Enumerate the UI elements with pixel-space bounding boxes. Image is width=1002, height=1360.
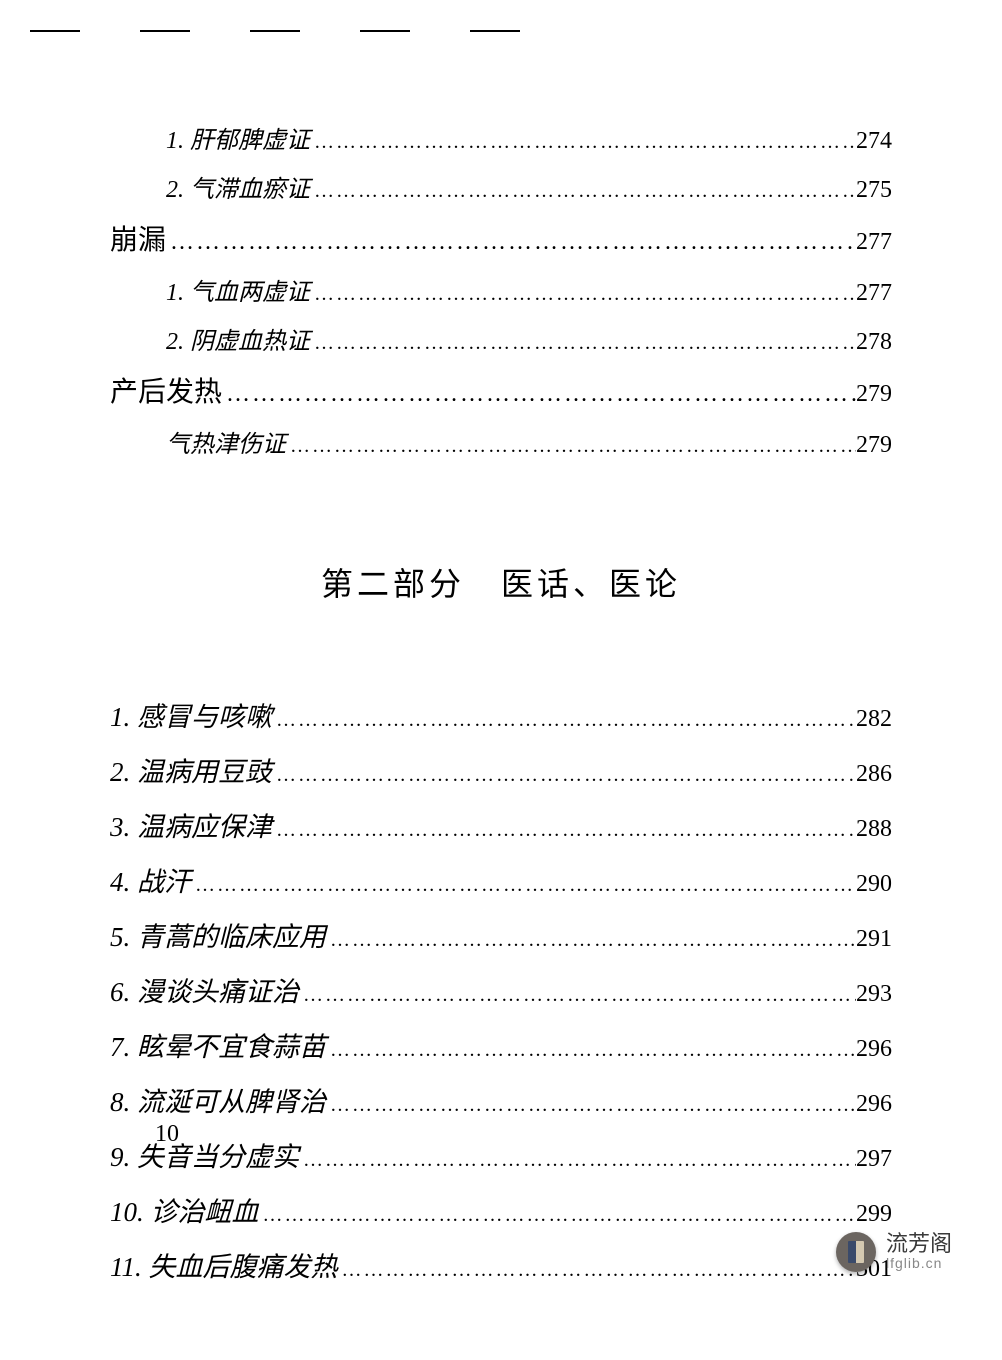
toc-entry: 9. 失音当分虚实…………………………………………………………………………………… <box>110 1135 892 1174</box>
toc-entry: 2. 温病用豆豉……………………………………………………………………………………… <box>110 750 892 789</box>
scan-crop-marks <box>30 30 972 50</box>
toc-entry-page: 279 <box>856 432 892 459</box>
toc-entry: 3. 温病应保津……………………………………………………………………………………… <box>110 805 892 844</box>
toc-leader-dots: ……………………………………………………………………………………………………… <box>326 1039 856 1062</box>
toc-entry-page: 291 <box>856 926 892 953</box>
toc-entry-page: 274 <box>856 128 892 155</box>
toc-leader-dots: ……………………………………………………………………………………………………… <box>310 283 856 306</box>
watermark: 流芳阁 lfglib.cn <box>836 1232 952 1272</box>
toc-entry-label: 气热津伤证 <box>166 424 286 459</box>
page-number: 10 <box>155 1121 179 1148</box>
toc-entry-label: 5. 青蒿的临床应用 <box>110 915 326 954</box>
section-heading: 第二部分 医话、医论 <box>110 559 892 605</box>
page-content: 1. 肝郁脾虚证……………………………………………………………………………………… <box>0 0 1002 1360</box>
watermark-text: 流芳阁 lfglib.cn <box>886 1232 952 1272</box>
toc-entry-label: 6. 漫谈头痛证治 <box>110 970 299 1009</box>
toc-leader-dots: ……………………………………………………………………………………………………… <box>299 1149 856 1172</box>
toc-entry-page: 297 <box>856 1146 892 1173</box>
toc-entry-label: 2. 温病用豆豉 <box>110 750 272 789</box>
toc-entry: 1. 肝郁脾虚证……………………………………………………………………………………… <box>110 120 892 155</box>
toc-leader-dots: ……………………………………………………………………………………………………… <box>310 332 856 355</box>
toc-entry: 2. 阴虚血热证……………………………………………………………………………………… <box>110 321 892 356</box>
toc-entry-page: 288 <box>856 816 892 843</box>
toc-entry-page: 299 <box>856 1201 892 1228</box>
toc-entry-page: 296 <box>856 1036 892 1063</box>
toc-leader-dots: ……………………………………………………………………………………………………… <box>259 1204 857 1227</box>
toc-entry-label: 10. 诊治衄血 <box>110 1190 259 1229</box>
toc-leader-dots: ……………………………………………………………………………………………………… <box>299 984 856 1007</box>
toc-entry-label: 崩漏 <box>110 218 166 258</box>
toc-entry-page: 296 <box>856 1091 892 1118</box>
toc-entry: 崩漏……………………………………………………………………………………………………… <box>110 218 892 258</box>
toc-entry-label: 8. 流涎可从脾肾治 <box>110 1080 326 1119</box>
toc-leader-dots: ……………………………………………………………………………………………………… <box>326 929 856 952</box>
watermark-book-icon <box>836 1232 876 1272</box>
toc-leader-dots: ……………………………………………………………………………………………………… <box>272 764 856 787</box>
watermark-title: 流芳阁 <box>886 1232 952 1256</box>
toc-entry: 6. 漫谈头痛证治…………………………………………………………………………………… <box>110 970 892 1009</box>
toc-entry-label: 11. 失血后腹痛发热 <box>110 1245 338 1284</box>
toc-entry-page: 290 <box>856 871 892 898</box>
toc-entry: 10. 诊治衄血……………………………………………………………………………………… <box>110 1190 892 1229</box>
toc-leader-dots: ……………………………………………………………………………………………………… <box>326 1094 856 1117</box>
toc-entry: 8. 流涎可从脾肾治………………………………………………………………………………… <box>110 1080 892 1119</box>
toc-part2-section: 1. 感冒与咳嗽……………………………………………………………………………………… <box>110 695 892 1284</box>
toc-leader-dots: ……………………………………………………………………………………………………… <box>286 435 856 458</box>
toc-entry-label: 7. 眩晕不宜食蒜苗 <box>110 1025 326 1064</box>
toc-entry: 5. 青蒿的临床应用………………………………………………………………………………… <box>110 915 892 954</box>
toc-entry: 11. 失血后腹痛发热……………………………………………………………………………… <box>110 1245 892 1284</box>
toc-entry-page: 279 <box>856 381 892 408</box>
toc-leader-dots: ……………………………………………………………………………………………………… <box>338 1259 857 1282</box>
toc-leader-dots: ……………………………………………………………………………………………………… <box>310 180 856 203</box>
toc-entry-page: 282 <box>856 706 892 733</box>
toc-leader-dots: ……………………………………………………………………………………………………… <box>222 381 856 408</box>
toc-entry: 7. 眩晕不宜食蒜苗………………………………………………………………………………… <box>110 1025 892 1064</box>
toc-entry: 2. 气滞血瘀证……………………………………………………………………………………… <box>110 169 892 204</box>
toc-leader-dots: ……………………………………………………………………………………………………… <box>191 874 856 897</box>
toc-entry-label: 2. 阴虚血热证 <box>166 321 310 356</box>
toc-entry: 气热津伤证……………………………………………………………………………………………… <box>110 424 892 459</box>
toc-entry-page: 278 <box>856 329 892 356</box>
toc-entry-label: 1. 气血两虚证 <box>166 272 310 307</box>
toc-entry-label: 9. 失音当分虚实 <box>110 1135 299 1174</box>
toc-entry: 1. 感冒与咳嗽……………………………………………………………………………………… <box>110 695 892 734</box>
toc-entry: 4. 战汗……………………………………………………………………………………………… <box>110 860 892 899</box>
toc-entry-page: 277 <box>856 229 892 256</box>
toc-entry-label: 3. 温病应保津 <box>110 805 272 844</box>
toc-entry-page: 286 <box>856 761 892 788</box>
toc-leader-dots: ……………………………………………………………………………………………………… <box>272 819 856 842</box>
toc-leader-dots: ……………………………………………………………………………………………………… <box>310 131 856 154</box>
toc-entry: 1. 气血两虚证……………………………………………………………………………………… <box>110 272 892 307</box>
toc-leader-dots: ……………………………………………………………………………………………………… <box>272 709 856 732</box>
watermark-url: lfglib.cn <box>886 1256 952 1271</box>
toc-leader-dots: ……………………………………………………………………………………………………… <box>166 229 856 256</box>
toc-entry-label: 产后发热 <box>110 370 222 410</box>
toc-entry-page: 277 <box>856 280 892 307</box>
toc-entry-label: 4. 战汗 <box>110 860 191 899</box>
toc-entry-page: 275 <box>856 177 892 204</box>
toc-top-section: 1. 肝郁脾虚证……………………………………………………………………………………… <box>110 120 892 459</box>
toc-entry-label: 1. 肝郁脾虚证 <box>166 120 310 155</box>
toc-entry: 产后发热………………………………………………………………………………………………… <box>110 370 892 410</box>
toc-entry-label: 1. 感冒与咳嗽 <box>110 695 272 734</box>
toc-entry-label: 2. 气滞血瘀证 <box>166 169 310 204</box>
toc-entry-page: 293 <box>856 981 892 1008</box>
